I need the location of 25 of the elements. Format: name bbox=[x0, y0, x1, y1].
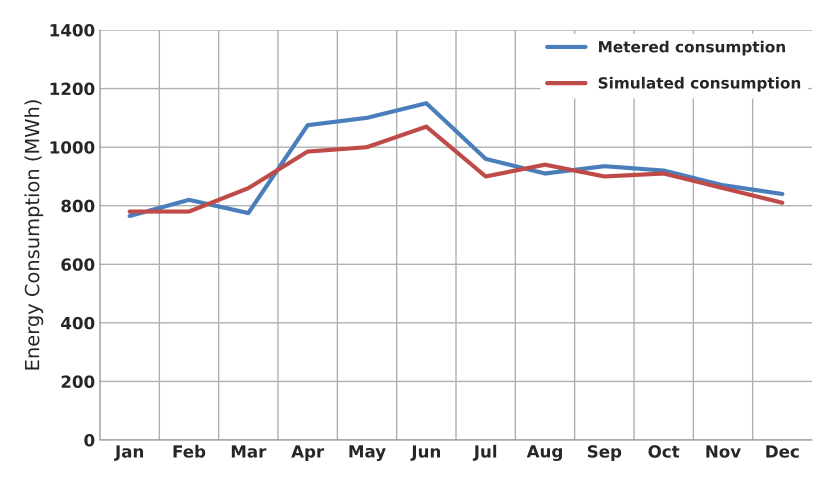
x-tick-label: Oct bbox=[648, 445, 680, 458]
y-tick-label: 800 bbox=[61, 200, 94, 212]
x-tick-label: Jun bbox=[410, 445, 440, 461]
x-tick-label: Nov bbox=[706, 445, 741, 458]
x-tick-label: Feb bbox=[174, 444, 206, 458]
x-tick-label: Aug bbox=[526, 445, 562, 461]
line-series bbox=[128, 101, 784, 218]
y-tick-label: 1000 bbox=[50, 141, 94, 154]
y-tick-label: 600 bbox=[61, 258, 94, 271]
y-tick-label: 400 bbox=[61, 316, 94, 330]
line-series bbox=[128, 124, 784, 214]
y-axis-title: Energy Consumption (MWh) bbox=[24, 100, 44, 370]
y-tick-label: 1400 bbox=[50, 24, 94, 37]
x-tick-label: Jul bbox=[472, 444, 496, 461]
x-tick-label: Sep bbox=[588, 445, 622, 461]
x-tick-label: Mar bbox=[232, 445, 266, 458]
x-tick-label: Apr bbox=[291, 445, 324, 461]
x-tick-label: Jan bbox=[114, 445, 144, 461]
x-tick-label: May bbox=[349, 445, 386, 461]
y-tick-label: 200 bbox=[62, 375, 94, 388]
y-tick-label: 1200 bbox=[50, 82, 94, 96]
y-tick-label: 0 bbox=[84, 434, 94, 447]
x-tick-label: Dec bbox=[766, 445, 799, 458]
legend-label: Metered consumption bbox=[599, 40, 785, 56]
legend-label: Simulated consumption bbox=[598, 76, 800, 92]
